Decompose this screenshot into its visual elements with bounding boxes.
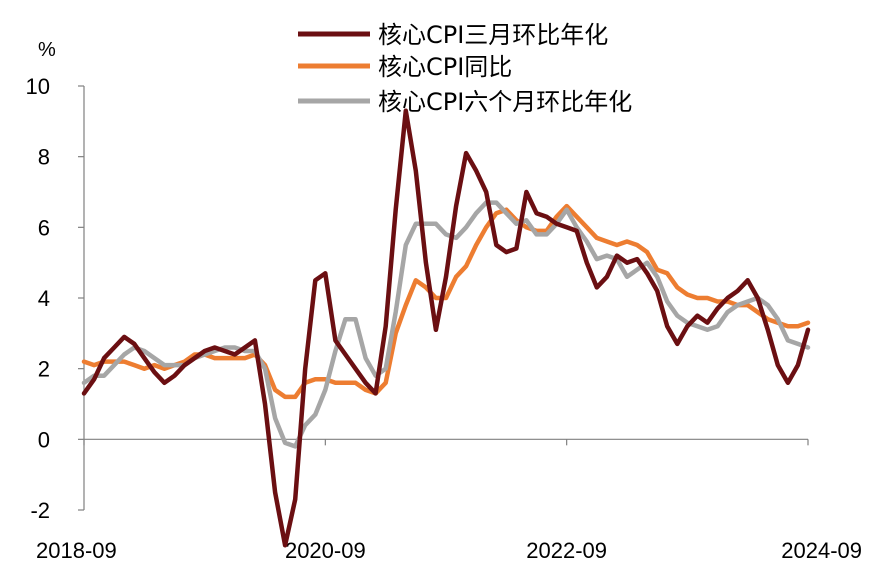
legend-item: 核心CPI三月环比年化 (298, 21, 608, 49)
legend-label: 核心CPI三月环比年化 (378, 21, 608, 49)
y-tick-label: 6 (38, 215, 50, 240)
x-tick-label: 2024-09 (781, 538, 862, 563)
y-axis: -2 0 2 4 6 8 10 (26, 74, 85, 523)
x-tick-label: 2018-09 (36, 538, 117, 563)
y-tick-label: 8 (38, 145, 50, 170)
legend-item: 核心CPI六个月环比年化 (298, 88, 632, 116)
y-axis-unit: % (38, 39, 56, 61)
legend-label: 核心CPI六个月环比年化 (378, 88, 632, 116)
series-line-2 (81, 200, 811, 449)
x-tick-label: 2020-09 (285, 538, 366, 563)
y-tick-label: 10 (26, 74, 50, 99)
series-layer (81, 108, 811, 548)
y-tick-label: -2 (30, 498, 50, 523)
legend-item: 核心CPI同比 (298, 53, 512, 81)
legend-label: 核心CPI同比 (378, 53, 512, 81)
y-tick-label: 0 (38, 427, 50, 452)
x-tick-label: 2022-09 (526, 538, 607, 563)
series-line-0 (81, 108, 811, 548)
y-tick-label: 2 (38, 357, 50, 382)
y-tick-label: 4 (38, 286, 50, 311)
x-axis: 2018-09 2020-09 2022-09 2024-09 (36, 438, 862, 563)
